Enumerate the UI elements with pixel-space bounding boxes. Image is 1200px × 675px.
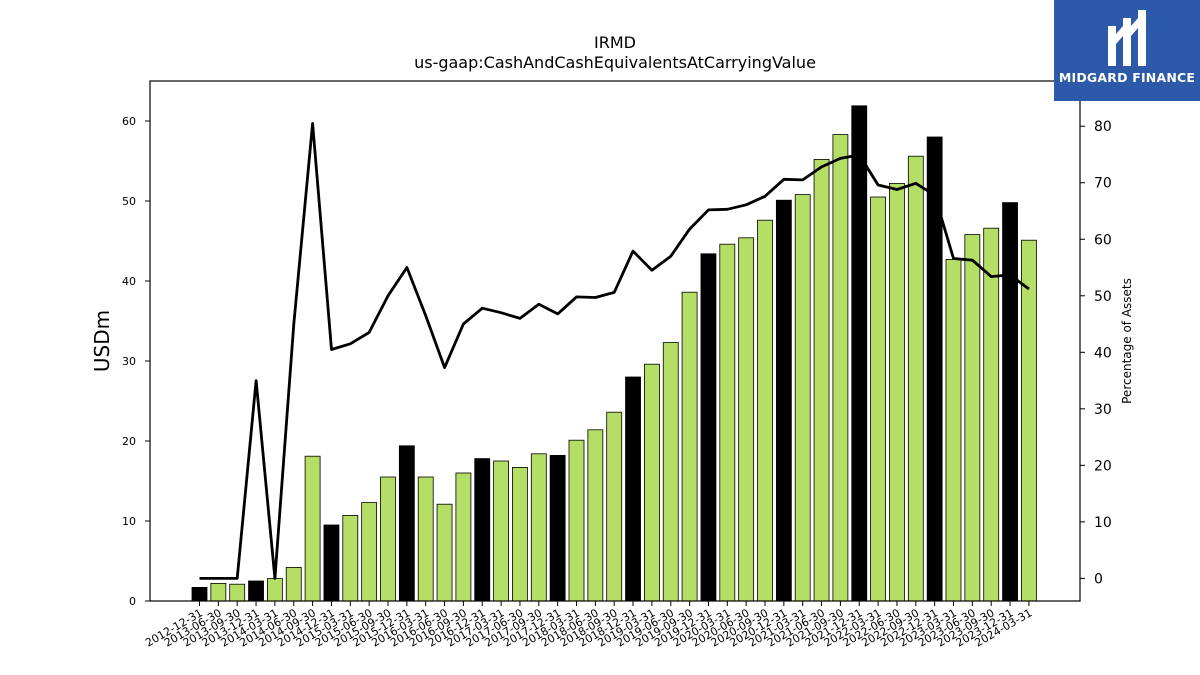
- bar: [210, 583, 227, 602]
- bar: [398, 445, 415, 602]
- bar: [342, 515, 359, 602]
- bar: [512, 466, 528, 602]
- bar: [738, 237, 755, 602]
- y2-tick-label: 20: [1094, 458, 1112, 474]
- plot-frame: [149, 80, 1081, 602]
- bar: [719, 243, 736, 602]
- bar: [662, 342, 679, 602]
- y-tick-label: 50: [122, 195, 136, 208]
- bar: [625, 376, 641, 602]
- bar: [794, 194, 811, 602]
- bar: [530, 453, 547, 602]
- bar: [813, 158, 830, 602]
- bar: [568, 439, 585, 602]
- chart-subtitle: us-gaap:CashAndCashEquivalentsAtCarrying…: [414, 53, 816, 72]
- y-axis-label: USDm: [90, 310, 114, 372]
- y2-tick-label: 30: [1094, 402, 1112, 418]
- y2-tick-label: 0: [1094, 571, 1103, 587]
- bar: [681, 291, 698, 602]
- y-tick-label: 10: [122, 515, 136, 528]
- bar-series: [191, 105, 1037, 602]
- bar: [285, 567, 302, 602]
- bar: [248, 580, 264, 602]
- bar: [983, 227, 1000, 602]
- bar: [436, 503, 453, 602]
- bar: [851, 105, 868, 602]
- bar: [417, 476, 434, 602]
- y-tick-label: 40: [122, 275, 136, 288]
- y-tick-label: 0: [129, 595, 136, 608]
- axes: 0102030405060010203040506070802012-12-31…: [122, 80, 1112, 650]
- chart-title: IRMD: [594, 33, 636, 52]
- bar: [1021, 239, 1037, 602]
- bar: [361, 502, 378, 602]
- bar: [889, 182, 905, 602]
- bar: [1002, 202, 1018, 602]
- midgard-logo: MIDGARD FINANCE: [1054, 0, 1200, 101]
- bar: [775, 199, 792, 602]
- bar: [757, 219, 773, 602]
- y2-axis-label: Percentage of Assets: [1120, 278, 1134, 404]
- bar: [832, 134, 849, 602]
- bar: [229, 583, 246, 602]
- bar: [323, 524, 340, 602]
- y-tick-label: 30: [122, 355, 136, 368]
- y-tick-label: 60: [122, 115, 136, 128]
- bar: [606, 411, 623, 602]
- bar: [907, 155, 924, 602]
- bar: [266, 578, 283, 602]
- y2-tick-label: 60: [1094, 232, 1112, 248]
- bar: [380, 476, 396, 602]
- bar: [945, 258, 962, 602]
- bar: [474, 458, 491, 602]
- bar: [587, 429, 604, 602]
- bar: [870, 196, 886, 602]
- y2-tick-label: 50: [1094, 289, 1112, 305]
- midgard-logo-icon: [1108, 10, 1146, 66]
- bar: [926, 136, 943, 602]
- bar: [493, 460, 510, 602]
- y2-tick-label: 80: [1094, 119, 1112, 135]
- bar: [549, 454, 566, 602]
- line-series: [199, 122, 1030, 580]
- brand-name: MIDGARD FINANCE: [1058, 70, 1196, 85]
- y2-tick-label: 70: [1094, 176, 1112, 192]
- y2-tick-label: 10: [1094, 515, 1112, 531]
- bar: [191, 587, 208, 602]
- bar: [700, 253, 717, 602]
- y2-tick-label: 40: [1094, 345, 1112, 361]
- y-tick-label: 20: [122, 435, 136, 448]
- bar: [304, 455, 321, 602]
- percentage-line: [199, 122, 1030, 580]
- bar: [455, 472, 472, 602]
- bar: [644, 363, 660, 602]
- bar: [964, 234, 981, 602]
